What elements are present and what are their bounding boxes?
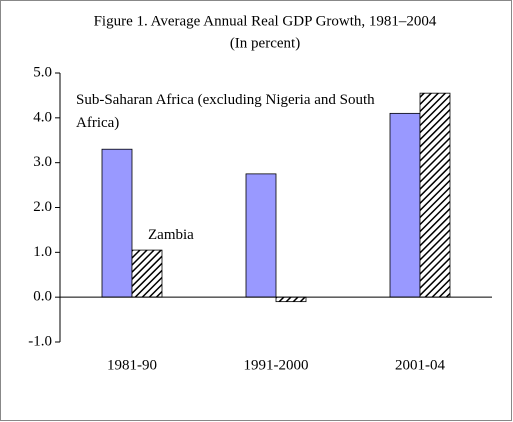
y-tick-label: 4.0	[33, 109, 52, 125]
x-tick-label: 1991-2000	[244, 357, 309, 373]
y-tick-label: 2.0	[33, 199, 52, 215]
y-tick-label: 5.0	[33, 64, 52, 80]
y-tick-label: 0.0	[33, 289, 52, 305]
bar	[101, 148, 133, 298]
chart-subtitle: (In percent)	[230, 35, 300, 51]
x-tick-label: 2001-04	[395, 357, 445, 373]
bar	[275, 296, 307, 303]
series-label: Sub-Saharan Africa (excluding Nigeria an…	[76, 92, 375, 131]
bar	[131, 249, 163, 298]
bar	[245, 173, 277, 298]
series-label: Zambia	[148, 227, 194, 243]
y-tick-label: 3.0	[33, 154, 52, 170]
y-tick-label: 1.0	[33, 244, 52, 260]
bar	[389, 112, 421, 298]
chart-title: Figure 1. Average Annual Real GDP Growth…	[94, 13, 437, 29]
bar	[419, 92, 451, 298]
y-tick-label: -1.0	[28, 333, 52, 349]
x-tick-label: 1981-90	[107, 357, 157, 373]
